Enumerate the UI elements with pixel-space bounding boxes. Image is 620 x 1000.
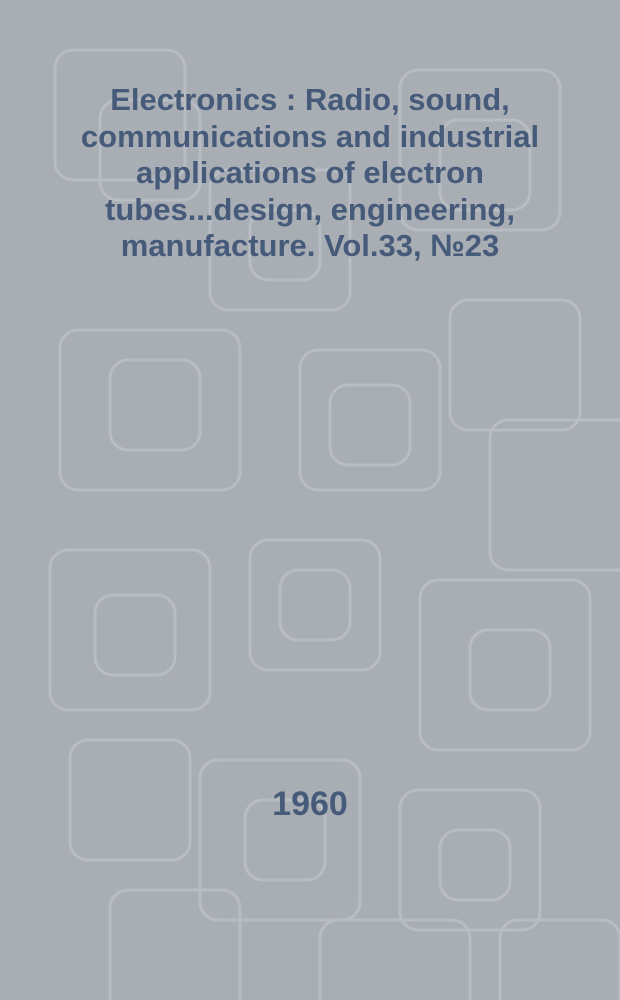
document-year: 1960 xyxy=(272,785,348,824)
document-title: Electronics : Radio, sound, communicatio… xyxy=(70,82,550,265)
